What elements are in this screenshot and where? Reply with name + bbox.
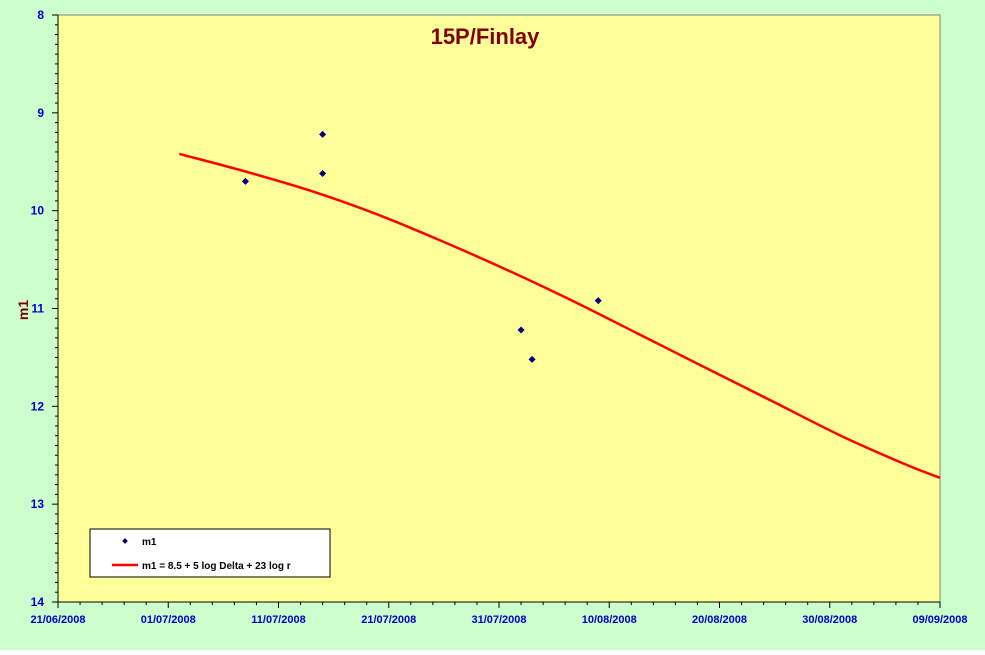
x-tick-label: 21/07/2008 <box>361 614 416 626</box>
legend-label-fit: m1 = 8.5 + 5 log Delta + 23 log r <box>142 561 291 572</box>
x-tick-label: 30/08/2008 <box>802 614 857 626</box>
x-tick-label: 31/07/2008 <box>471 614 526 626</box>
legend-box <box>89 528 331 578</box>
y-axis: 8 9 10 11 12 13 14 <box>31 8 59 609</box>
data-point-m1 <box>241 177 249 185</box>
y-tick-label: 12 <box>31 399 45 413</box>
x-tick-label: 11/07/2008 <box>251 614 305 626</box>
y-tick-label: 10 <box>31 204 45 218</box>
fit-curve-line <box>178 152 941 479</box>
y-tick-label: 13 <box>31 497 45 511</box>
m1-points <box>241 130 602 363</box>
x-axis: 21/06/2008 01/07/2008 11/07/2008 21/07/2008… <box>30 601 968 626</box>
plot-area <box>57 14 941 603</box>
x-tick-label: 10/08/2008 <box>582 614 637 626</box>
data-point-m1 <box>319 169 327 178</box>
chart-title: 15P/Finlay <box>431 24 541 49</box>
x-tick-label: 20/08/2008 <box>692 614 747 626</box>
x-tick-label: 01/07/2008 <box>141 614 196 626</box>
data-point-m1 <box>594 297 602 305</box>
x-tick-label: 09/09/2008 <box>912 614 967 626</box>
legend-label-m1: m1 <box>142 537 157 548</box>
y-tick-label: 11 <box>31 302 44 316</box>
x-tick-label: 21/06/2008 <box>30 614 85 626</box>
y-axis-label: m1 <box>15 300 31 320</box>
data-point-m1 <box>319 130 327 138</box>
legend: m1 m1 = 8.5 + 5 log Delta + 23 log r <box>89 528 331 578</box>
legend-marker-m1 <box>122 538 128 544</box>
y-tick-label: 14 <box>31 595 45 609</box>
data-point-m1 <box>528 355 536 363</box>
data-point-m1 <box>517 326 525 334</box>
y-tick-label: 9 <box>37 106 44 120</box>
y-tick-label: 8 <box>37 8 44 22</box>
